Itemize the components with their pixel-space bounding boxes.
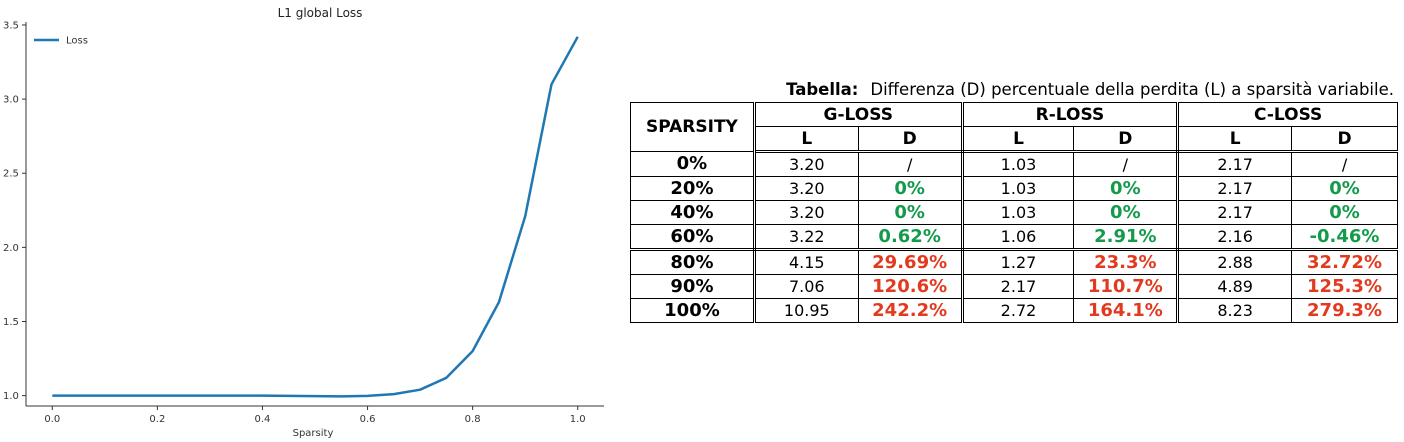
diff-value-cell: 279.3%: [1291, 298, 1398, 323]
y-tick-label: 3.5: [3, 20, 19, 31]
sub-header-l: L: [961, 126, 1075, 153]
table-row: 60% 3.22 0.62% 1.06 2.91% 2.16 -0.46%: [630, 224, 1398, 251]
loss-value-cell: 1.06: [961, 224, 1075, 251]
legend-label: Loss: [66, 36, 88, 47]
loss-value-cell: 2.17: [1177, 176, 1293, 201]
table-row: 20% 3.20 0% 1.03 0% 2.17 0%: [630, 176, 1398, 201]
sparsity-cell: 0%: [630, 151, 756, 177]
chart-legend: Loss: [34, 36, 88, 47]
diff-value-cell: 164.1%: [1073, 298, 1180, 323]
series-line-loss: [52, 36, 579, 398]
y-tick-label: 1.0: [3, 391, 19, 402]
diff-value-cell: /: [1073, 151, 1180, 177]
sparsity-cell: 20%: [630, 176, 756, 201]
x-tick-label: 0.4: [255, 414, 271, 425]
table-row: 90% 7.06 120.6% 2.17 110.7% 4.89 125.3%: [630, 274, 1398, 299]
x-tick-label: 1.0: [570, 414, 586, 425]
diff-value-cell: 242.2%: [857, 298, 964, 323]
loss-value-cell: 10.95: [753, 298, 859, 323]
sparsity-cell: 80%: [630, 249, 756, 275]
group-header-c-loss: C-LOSS: [1177, 102, 1398, 127]
group-header-r-loss: R-LOSS: [961, 102, 1180, 127]
table-row: 80% 4.15 29.69% 1.27 23.3% 2.88 32.72%: [630, 249, 1398, 275]
sparsity-header: SPARSITY: [630, 102, 756, 152]
diff-value-cell: 0%: [857, 200, 964, 225]
diff-value-cell: 0%: [1073, 200, 1180, 225]
loss-value-cell: 4.15: [753, 249, 859, 275]
loss-value-cell: 2.72: [961, 298, 1075, 323]
diff-value-cell: /: [1291, 151, 1398, 177]
table-caption: Tabella: Differenza (D) percentuale della…: [630, 80, 1394, 99]
x-tick-label: 0.8: [465, 414, 481, 425]
group-header-g-loss: G-LOSS: [753, 102, 964, 127]
x-tick-label: 0.0: [44, 414, 60, 425]
diff-value-cell: 0%: [1291, 200, 1398, 225]
y-axis-ticks: 1.0 1.5 2.0 2.5 3.0 3.5: [3, 20, 26, 402]
chart-svg: L1 global Loss 0.0 0.2 0.4 0.6 0.8 1.0 1.0 1.5…: [3, 6, 604, 439]
loss-value-cell: 2.17: [961, 274, 1075, 299]
sparsity-cell: 60%: [630, 224, 756, 251]
y-tick-label: 3.0: [3, 95, 19, 106]
loss-value-cell: 2.16: [1177, 224, 1293, 251]
x-tick-label: 0.2: [149, 414, 165, 425]
caption-text: Differenza (D) percentuale della perdita…: [870, 80, 1394, 99]
loss-value-cell: 1.03: [961, 200, 1075, 225]
loss-line-chart: L1 global Loss 0.0 0.2 0.4 0.6 0.8 1.0 1.0 1.5…: [0, 0, 615, 442]
sub-header-d: D: [857, 126, 964, 153]
sparsity-cell: 100%: [630, 298, 756, 323]
x-tick-label: 0.6: [360, 414, 376, 425]
sub-header-l: L: [1177, 126, 1293, 153]
loss-value-cell: 3.20: [753, 200, 859, 225]
loss-value-cell: 2.17: [1177, 200, 1293, 225]
y-tick-label: 1.5: [3, 317, 19, 328]
diff-value-cell: 2.91%: [1073, 224, 1180, 251]
diff-value-cell: 0%: [1073, 176, 1180, 201]
sub-header-d: D: [1291, 126, 1398, 153]
loss-table-panel: Tabella: Differenza (D) percentuale della…: [630, 80, 1400, 323]
sparsity-cell: 90%: [630, 274, 756, 299]
loss-value-cell: 1.27: [961, 249, 1075, 275]
diff-value-cell: 110.7%: [1073, 274, 1180, 299]
diff-value-cell: 23.3%: [1073, 249, 1180, 275]
diff-value-cell: 0%: [857, 176, 964, 201]
sub-header-d: D: [1073, 126, 1180, 153]
diff-value-cell: 0%: [1291, 176, 1398, 201]
loss-value-cell: 3.20: [753, 151, 859, 177]
diff-value-cell: 120.6%: [857, 274, 964, 299]
loss-value-cell: 7.06: [753, 274, 859, 299]
table-row: 0% 3.20/1.03/2.17/: [630, 151, 1398, 177]
loss-value-cell: 1.03: [961, 151, 1075, 177]
loss-value-cell: 3.20: [753, 176, 859, 201]
y-tick-label: 2.0: [3, 243, 19, 254]
chart-title: L1 global Loss: [278, 6, 363, 20]
diff-value-cell: -0.46%: [1291, 224, 1398, 251]
loss-value-cell: 3.22: [753, 224, 859, 251]
series-layer: [52, 36, 579, 398]
diff-value-cell: 0.62%: [857, 224, 964, 251]
diff-value-cell: 29.69%: [857, 249, 964, 275]
diff-value-cell: 32.72%: [1291, 249, 1398, 275]
loss-value-cell: 2.88: [1177, 249, 1293, 275]
loss-value-cell: 2.17: [1177, 151, 1293, 177]
x-axis-ticks: 0.0 0.2 0.4 0.6 0.8 1.0: [44, 406, 586, 425]
table-row: 40% 3.20 0% 1.03 0% 2.17 0%: [630, 200, 1398, 225]
y-tick-label: 2.5: [3, 169, 19, 180]
loss-value-cell: 4.89: [1177, 274, 1293, 299]
diff-value-cell: /: [857, 151, 964, 177]
table-body: 0% 3.20/1.03/2.17/20% 3.20 0% 1.03 0% 2.17 0% 40…: [630, 151, 1398, 323]
caption-label: Tabella:: [786, 80, 859, 99]
sparsity-cell: 40%: [630, 200, 756, 225]
loss-value-cell: 1.03: [961, 176, 1075, 201]
sparsity-loss-table: SPARSITY G-LOSS R-LOSS C-LOSS L D L D L …: [630, 102, 1398, 323]
diff-value-cell: 125.3%: [1291, 274, 1398, 299]
sub-header-l: L: [753, 126, 859, 153]
table-row: 100% 10.95 242.2% 2.72 164.1% 8.23 279.3%: [630, 298, 1398, 323]
x-axis-label: Sparsity: [293, 428, 334, 439]
loss-value-cell: 8.23: [1177, 298, 1293, 323]
